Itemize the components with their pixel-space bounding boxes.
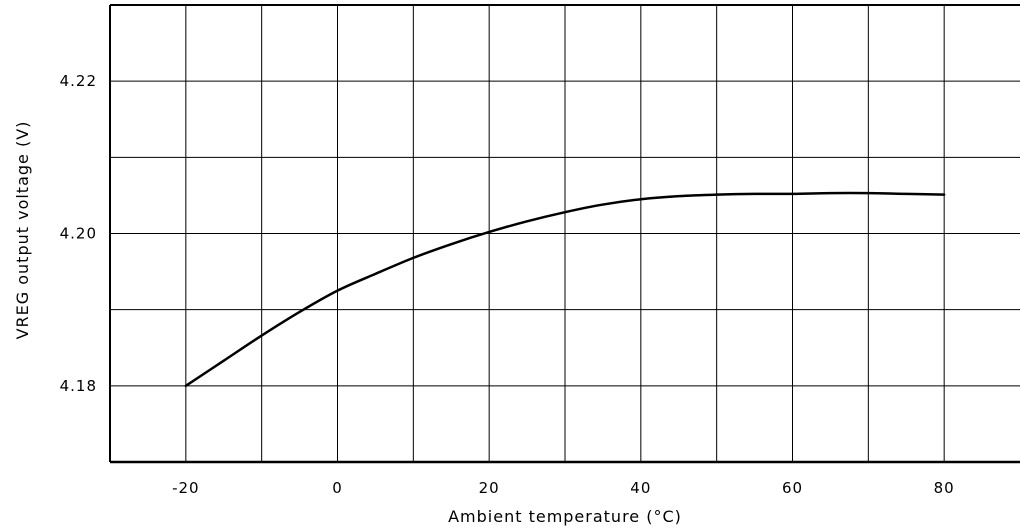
y-tick-label: 4.22 [60,72,97,90]
series-line-0 [184,191,946,388]
x-tick-label: 20 [479,479,500,497]
x-tick-label: -20 [172,479,200,497]
y-axis-label: VREG output voltage (V) [13,121,32,340]
plot-frame [109,4,1020,464]
x-tick-label: 80 [934,479,955,497]
grid [110,5,1020,462]
x-tick-label: 60 [782,479,803,497]
series-layer [184,191,946,388]
y-tick-label: 4.18 [60,377,97,395]
x-tick-label: 40 [630,479,651,497]
y-tick-labels: 4.22 4.20 4.18 [60,72,97,395]
y-tick-label: 4.20 [60,225,97,243]
x-tick-labels: -20 0 20 40 60 80 [172,479,955,497]
x-axis-label: Ambient temperature (°C) [448,507,682,526]
x-tick-label: 0 [332,479,343,497]
